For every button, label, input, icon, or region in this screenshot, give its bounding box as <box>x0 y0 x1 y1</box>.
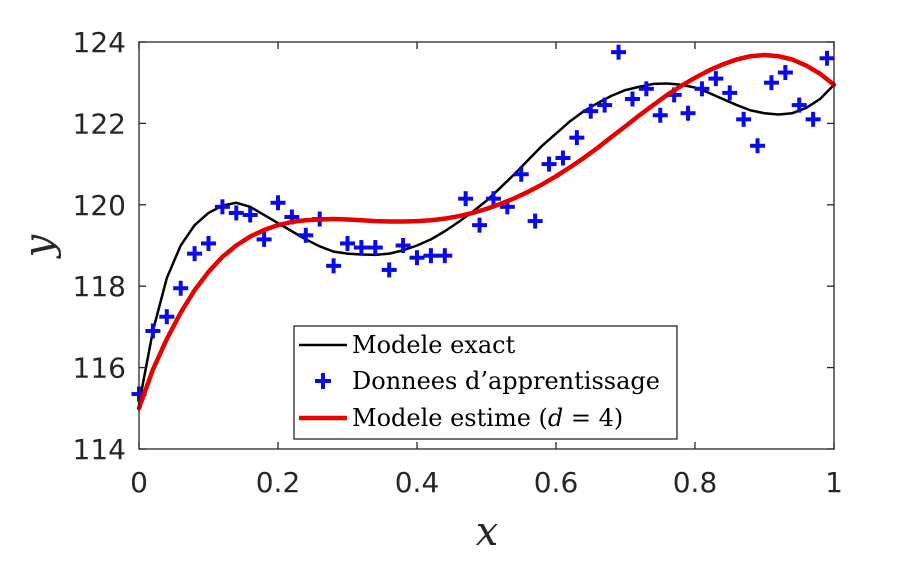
data-point <box>201 235 216 251</box>
data-point <box>750 138 766 154</box>
legend-label-estimate-rest: = 4) <box>563 404 623 432</box>
data-point <box>527 213 543 229</box>
data-point <box>256 231 272 247</box>
legend-label-exact: Modele exact <box>352 331 516 359</box>
data-point <box>159 309 175 325</box>
data-point <box>819 50 835 66</box>
data-point <box>409 250 425 266</box>
data-point <box>228 205 244 221</box>
legend: Modele exact Donnees d’apprentissage Mod… <box>293 325 678 440</box>
data-point <box>624 91 640 107</box>
legend-box <box>293 325 678 440</box>
data-point <box>437 248 453 264</box>
x-tick-label: 0.2 <box>256 466 301 499</box>
data-point <box>145 323 161 339</box>
x-tick-label: 0 <box>130 466 148 499</box>
data-point <box>395 238 411 253</box>
data-point <box>458 191 474 207</box>
data-point <box>694 81 710 97</box>
data-point <box>513 166 529 182</box>
x-tick-label: 0.4 <box>395 466 440 499</box>
legend-label-data: Donnees d’apprentissage <box>352 367 660 395</box>
data-point <box>541 156 557 172</box>
series-line-0 <box>137 82 836 406</box>
data-point <box>340 235 355 251</box>
data-point <box>485 191 501 207</box>
data-point <box>611 44 627 60</box>
data-point <box>298 227 314 243</box>
x-axis-title: x <box>476 509 499 555</box>
legend-label-estimate-prefix: Modele estime ( <box>352 404 548 432</box>
data-point <box>353 240 369 256</box>
x-tick-label: 0.8 <box>673 466 718 499</box>
data-point <box>763 75 779 91</box>
data-point <box>652 107 668 123</box>
data-point <box>472 217 488 233</box>
y-tick-label: 120 <box>73 189 126 222</box>
data-point <box>423 248 439 264</box>
data-point <box>722 85 738 101</box>
axes-layer: 0 0.2 0.4 0.6 0.8 1 114 116 118 120 122 124 <box>73 26 843 499</box>
data-point <box>187 246 203 262</box>
data-point <box>597 97 613 113</box>
y-tick-label: 114 <box>73 433 126 466</box>
data-point <box>805 111 821 127</box>
data-point <box>326 258 342 274</box>
data-point <box>555 150 571 166</box>
x-tick-label: 1 <box>825 466 843 499</box>
axes-frame <box>138 41 835 450</box>
data-point <box>638 81 654 97</box>
data-point <box>708 71 724 87</box>
data-point <box>680 105 696 121</box>
data-point <box>242 207 258 223</box>
data-point <box>736 111 752 127</box>
y-axis-title: y <box>16 233 62 259</box>
data-point <box>214 199 230 215</box>
data-point <box>569 130 585 146</box>
y-tick-label: 116 <box>73 352 126 385</box>
series-layer <box>131 44 837 411</box>
x-tick-label: 0.6 <box>534 466 579 499</box>
legend-swatch-data <box>315 373 331 389</box>
data-point <box>173 280 189 296</box>
legend-label-estimate-var: d <box>548 404 563 432</box>
data-point <box>270 195 286 211</box>
data-point <box>367 240 383 256</box>
data-point <box>583 103 599 119</box>
data-point <box>777 65 793 81</box>
legend-label-estimate: Modele estime (d = 4) <box>352 404 623 432</box>
y-tick-label: 124 <box>73 26 126 59</box>
series-line-2 <box>136 52 837 411</box>
y-tick-label: 122 <box>73 107 126 140</box>
data-point <box>791 97 807 113</box>
y-tick-label: 118 <box>73 270 126 303</box>
data-point <box>381 262 397 278</box>
